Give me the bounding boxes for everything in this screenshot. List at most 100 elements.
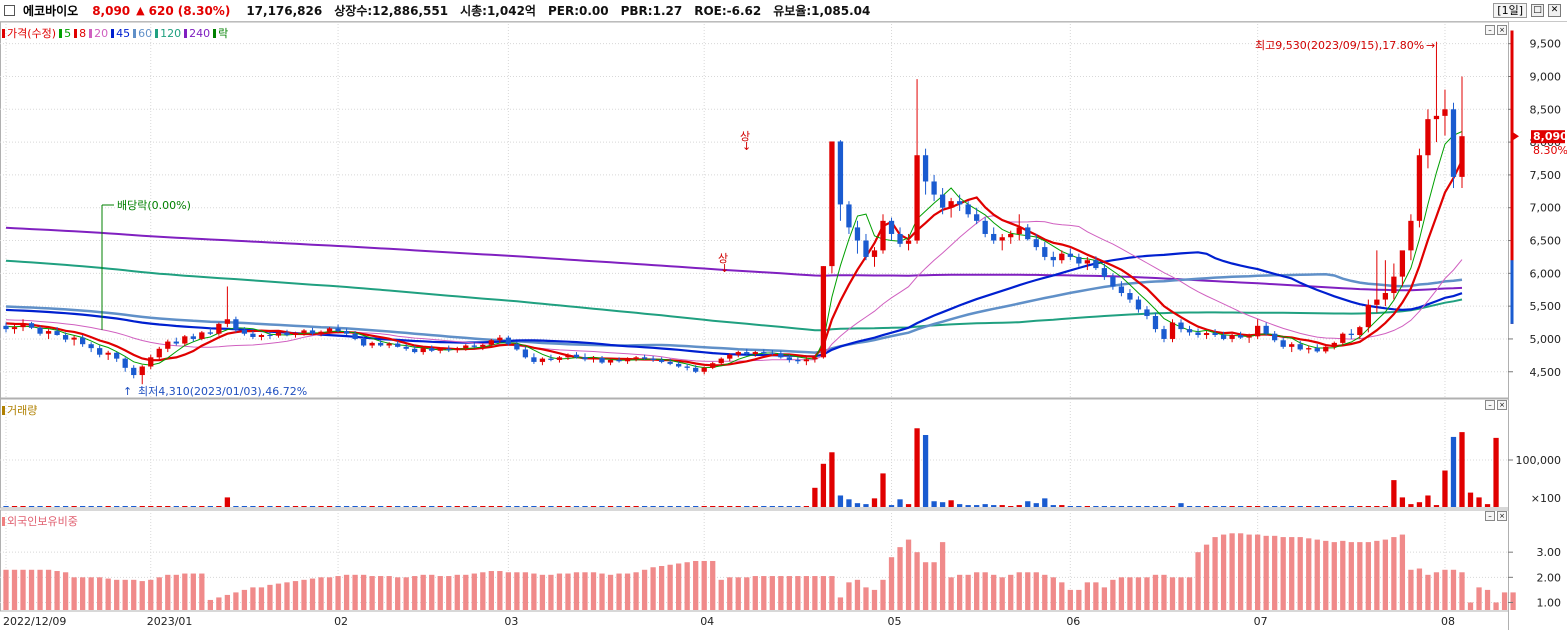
legend-drop[interactable]: 락 — [213, 25, 228, 41]
foreign-ratio-bar — [531, 573, 537, 610]
panel-minimize-icon[interactable]: – — [1485, 400, 1495, 410]
foreign-ratio-bar — [360, 574, 367, 610]
candle-body — [131, 367, 137, 376]
panel-close-icon[interactable]: × — [1497, 25, 1507, 35]
volume-legend[interactable]: 거래량 — [2, 402, 37, 418]
volume-bar — [735, 506, 741, 507]
volume-bar — [599, 506, 605, 507]
foreign-ratio-bar — [633, 572, 639, 610]
legend-ma60[interactable]: 60 — [133, 27, 152, 40]
volume-bar — [854, 503, 861, 507]
foreign-ratio-bar — [1306, 538, 1312, 610]
foreign-ratio-bar — [395, 577, 401, 610]
volume-bar — [190, 506, 196, 507]
foreign-tick-label: 3.00 — [1537, 546, 1562, 559]
volume-bar — [284, 506, 290, 507]
volume-bar — [931, 501, 937, 507]
volume-bar — [616, 506, 622, 507]
foreign-ratio-bar — [97, 577, 103, 610]
legend-ma8[interactable]: 8 — [74, 27, 86, 40]
candle-body — [437, 348, 443, 351]
candle-body — [948, 201, 954, 208]
period-selector[interactable]: [1일] — [1493, 3, 1527, 18]
candle — [122, 357, 128, 372]
volume-bar — [582, 506, 588, 507]
foreign-ratio-bar — [1331, 542, 1337, 610]
volume-bar — [693, 506, 699, 507]
candle — [922, 148, 929, 195]
close-icon[interactable]: ✕ — [1548, 4, 1561, 17]
volume-bar — [1476, 497, 1482, 507]
volume-bar — [369, 506, 375, 507]
foreign-ratio-bar — [1059, 582, 1065, 610]
foreign-ratio-bar — [1144, 577, 1150, 610]
candle — [1084, 256, 1090, 271]
candle-body — [744, 352, 750, 355]
panel-minimize-icon[interactable]: – — [1485, 25, 1495, 35]
candle-body — [309, 330, 316, 334]
candle-body — [11, 327, 18, 330]
foreign-ratio-bar — [1016, 572, 1022, 610]
volume-bar — [54, 506, 60, 507]
candle — [326, 327, 333, 334]
panel-close-icon[interactable]: × — [1497, 511, 1507, 521]
candle — [871, 247, 878, 267]
volume-bar — [429, 506, 435, 507]
candle — [769, 350, 775, 356]
legend-ma5[interactable]: 5 — [59, 27, 71, 40]
candle — [761, 349, 767, 355]
candle-body — [812, 357, 818, 360]
candle-body — [258, 335, 265, 337]
candle-body — [199, 332, 205, 339]
foreign-ratio-bar — [565, 573, 571, 610]
maximize-icon[interactable]: □ — [1531, 4, 1544, 17]
legend-ma20[interactable]: 20 — [89, 27, 108, 40]
legend-ma240[interactable]: 240 — [184, 27, 210, 40]
low-arrow-icon: ↑ — [123, 385, 132, 398]
foreign-ratio-bar — [854, 579, 861, 610]
foreign-ratio-bar — [190, 573, 196, 610]
candle-body — [1033, 239, 1039, 248]
candle — [37, 325, 43, 336]
price-panel-controls: – × — [1485, 25, 1507, 35]
foreign-ratio-bar — [684, 562, 690, 610]
candle — [1050, 251, 1056, 267]
candle-body — [216, 323, 222, 334]
volume-bar — [710, 506, 716, 507]
foreign-legend[interactable]: 외국인보유비중 — [2, 513, 78, 529]
foreign-ratio-bar — [888, 557, 895, 610]
foreign-tick-label: 1.00 — [1537, 596, 1562, 609]
foreign-ratio-bar — [437, 576, 443, 610]
foreign-ratio-bar — [607, 574, 614, 610]
candle-body — [1280, 340, 1286, 347]
legend-price[interactable]: 가격(수정) — [2, 25, 56, 41]
candle — [54, 327, 60, 336]
legend-ma45[interactable]: 45 — [111, 27, 130, 40]
candle — [224, 286, 231, 328]
foreign-ratio-bar — [1450, 569, 1457, 610]
select-checkbox[interactable] — [4, 5, 15, 16]
foreign-ratio-bar — [292, 581, 299, 610]
panel-minimize-icon[interactable]: – — [1485, 511, 1495, 521]
volume-bar — [914, 428, 920, 507]
candle-body — [156, 348, 162, 358]
volume-bar — [820, 463, 827, 507]
candle — [335, 324, 341, 333]
candle-body — [820, 266, 827, 358]
legend-ma120[interactable]: 120 — [155, 27, 181, 40]
stock-name[interactable]: 에코바이오 — [23, 4, 79, 18]
volume-bar — [71, 506, 77, 507]
panel-close-icon[interactable]: × — [1497, 400, 1507, 410]
candle — [250, 331, 256, 339]
foreign-ratio-bar — [1314, 539, 1320, 610]
candle-body — [463, 345, 469, 349]
volume-bar — [1178, 503, 1184, 507]
candle — [573, 352, 580, 359]
volume-bar — [292, 506, 299, 507]
candle-body — [829, 141, 835, 267]
candle-body — [573, 354, 580, 358]
volume-panel-controls: – × — [1485, 400, 1507, 410]
candle-body — [837, 141, 844, 205]
candle-body — [650, 358, 656, 360]
